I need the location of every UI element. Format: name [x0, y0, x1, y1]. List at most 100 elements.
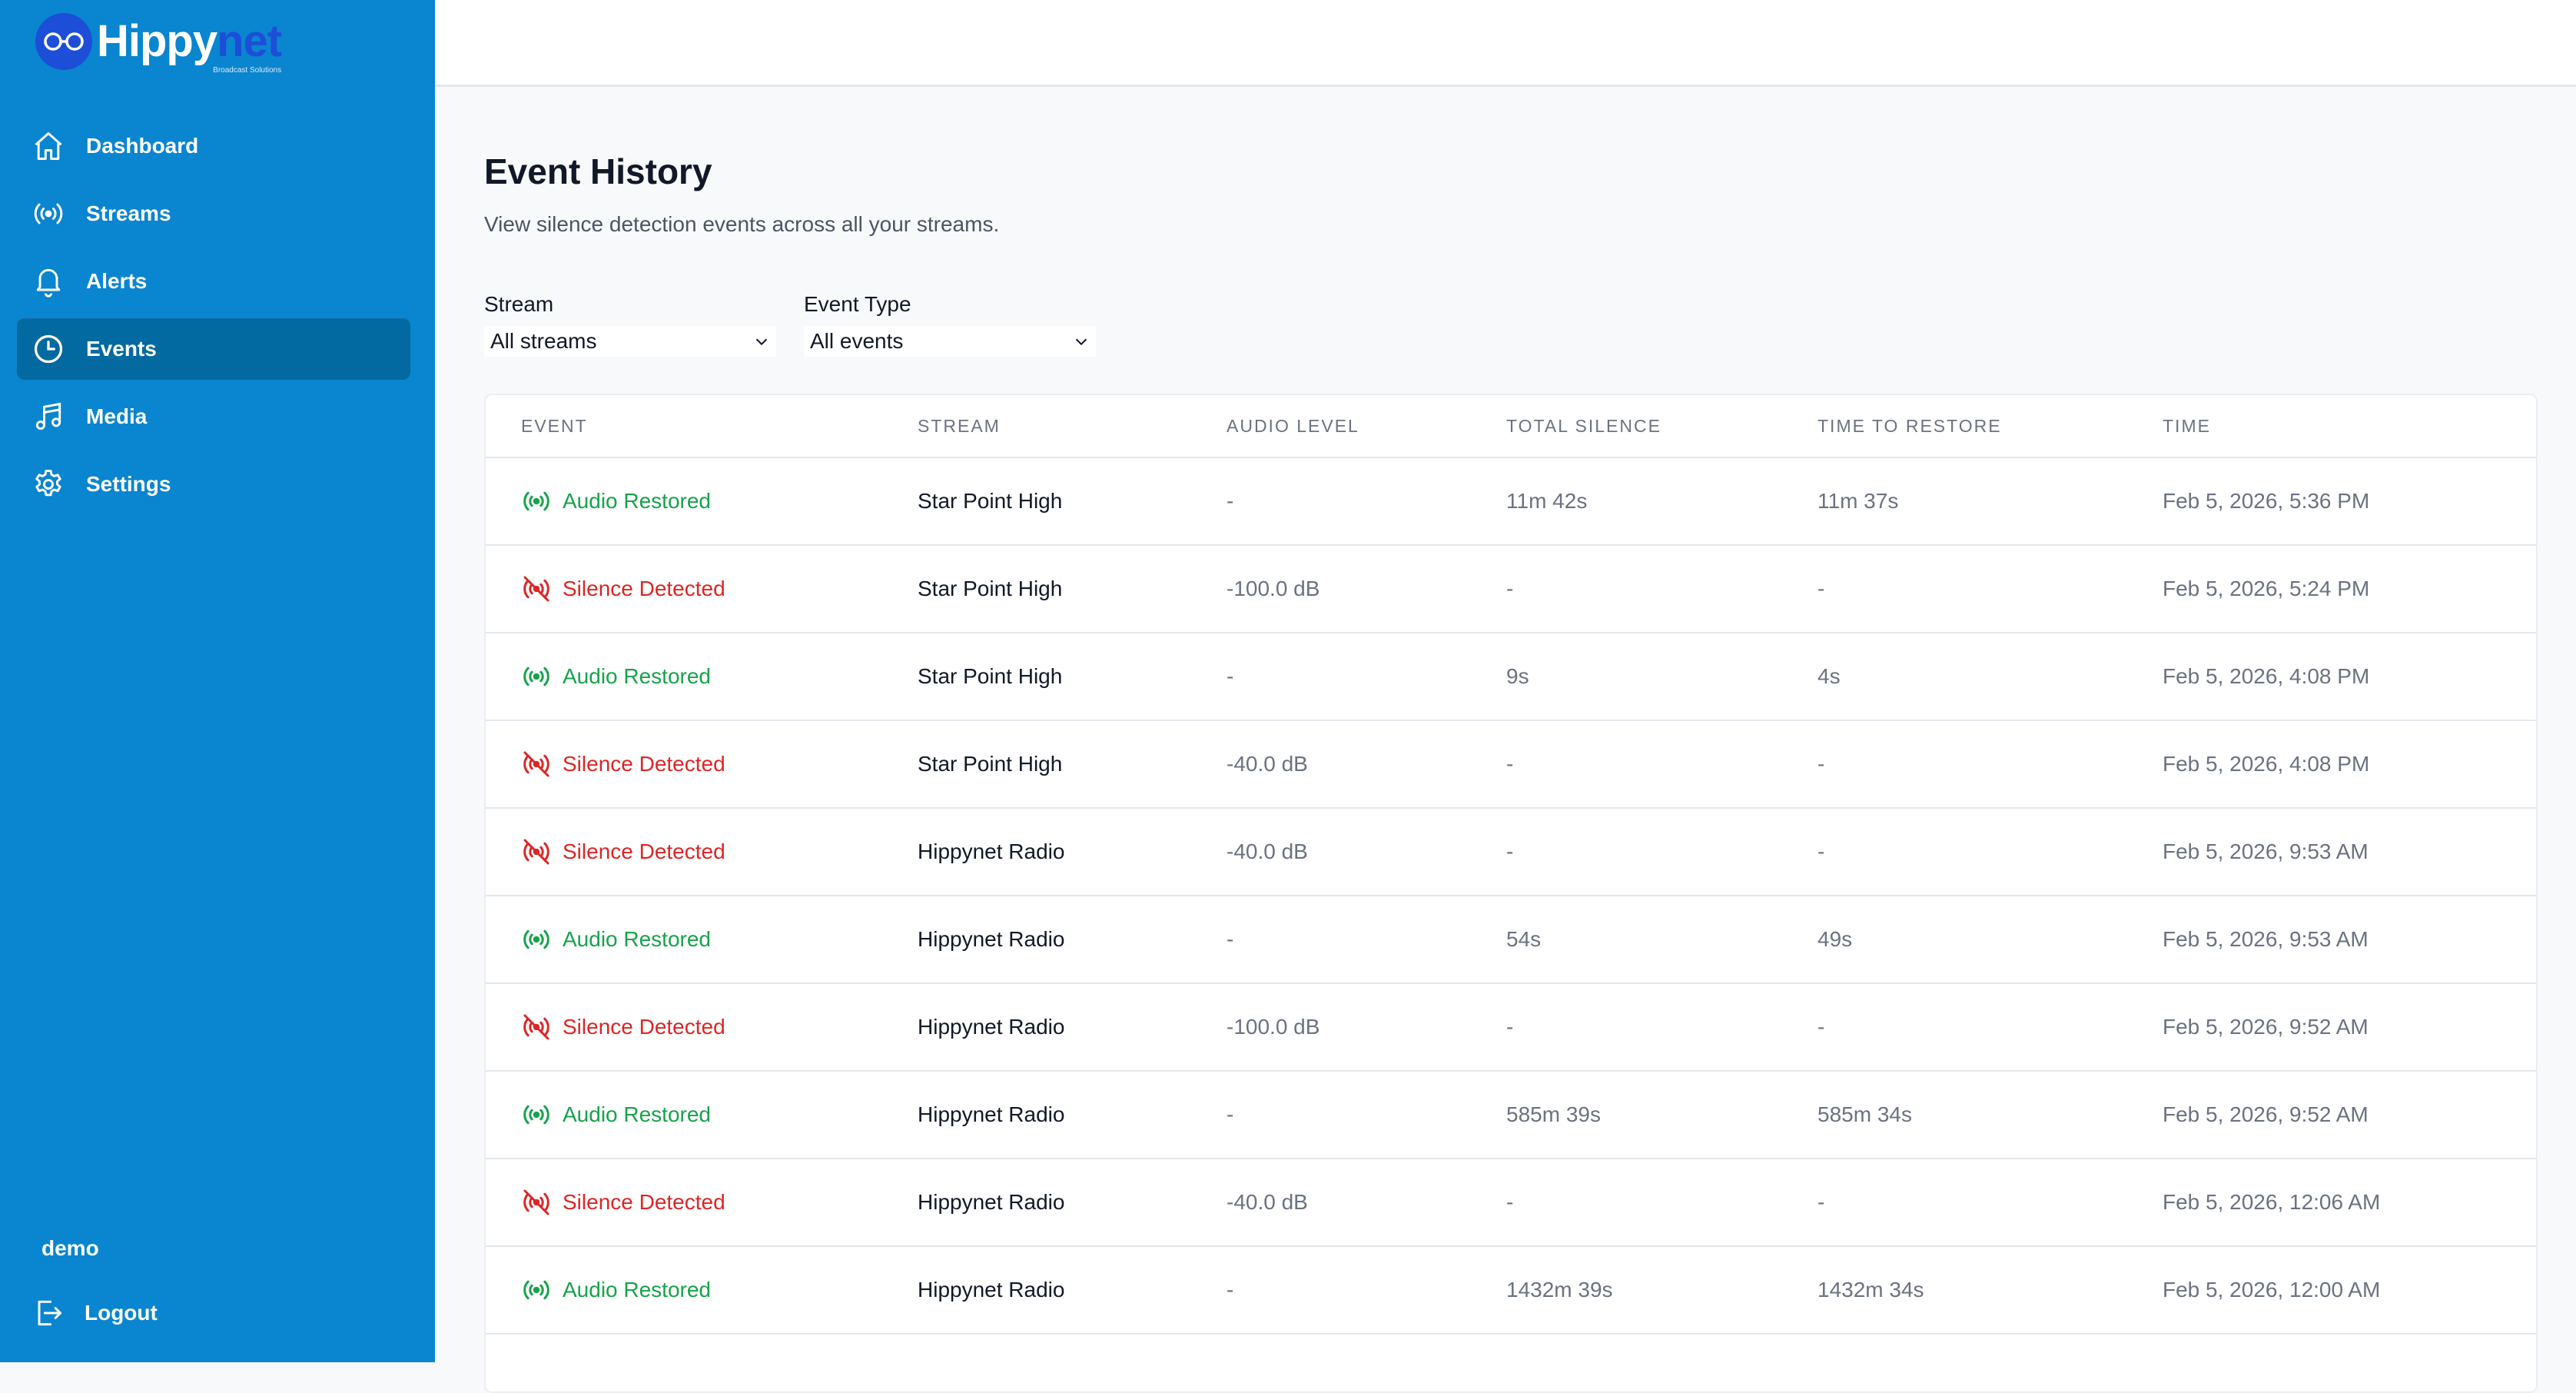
audio-level-cell: - [1227, 1102, 1234, 1126]
sidebar-item-label: Media [86, 404, 148, 428]
event-type-filter: Event Type All events [804, 292, 1096, 357]
signal-off-icon [521, 573, 552, 604]
event-type-select[interactable]: All events [804, 326, 1096, 357]
sidebar-item-streams[interactable]: Streams [17, 183, 410, 244]
top-bar [435, 0, 2576, 87]
sidebar-item-label: Streams [86, 201, 171, 225]
event-type-filter-label: Event Type [804, 292, 911, 316]
time-to-restore-cell: - [1817, 839, 1825, 863]
stream-cell: Hippynet Radio [918, 839, 1065, 863]
sidebar-item-settings[interactable]: Settings [17, 454, 410, 515]
signal-icon [521, 1275, 552, 1305]
table-row: Audio Restored Hippynet Radio - 585m 39s 585… [486, 1072, 2536, 1159]
brand-tagline: Broadcast Solutions [213, 66, 282, 75]
chevron-down-icon [755, 338, 768, 346]
page-title: Event History [484, 151, 712, 191]
signal-icon [521, 661, 552, 692]
sidebar-item-events[interactable]: Events [17, 318, 410, 380]
event-label: Silence Detected [563, 752, 725, 776]
stream-select-value: All streams [490, 329, 597, 353]
table-row: Audio Restored Hippynet Radio - 1432m 39s 14… [486, 1247, 2536, 1335]
time-cell: Feb 5, 2026, 9:52 AM [2163, 1102, 2369, 1126]
time-to-restore-cell: - [1817, 752, 1825, 776]
event-cell: Silence Detected [521, 721, 725, 807]
event-label: Silence Detected [563, 1015, 725, 1039]
time-to-restore-cell: 11m 37s [1817, 489, 1899, 513]
column-header-event: EVENT [521, 416, 588, 436]
time-cell: Feb 5, 2026, 5:36 PM [2163, 489, 2370, 513]
time-to-restore-cell: 585m 34s [1817, 1102, 1912, 1126]
glasses-icon [35, 13, 92, 70]
event-cell: Audio Restored [521, 633, 711, 720]
sidebar-item-alerts[interactable]: Alerts [17, 251, 410, 312]
event-label: Silence Detected [563, 577, 725, 600]
event-label: Audio Restored [563, 664, 712, 688]
time-to-restore-cell: - [1817, 1015, 1825, 1039]
brand-logo[interactable]: Hippynet Broadcast Solutions [35, 11, 282, 75]
logout-button[interactable]: Logout [31, 1296, 158, 1330]
music-note-icon [31, 399, 66, 434]
event-label: Audio Restored [563, 489, 712, 513]
table-row: Silence Detected Star Point High -100.0 dB… [486, 546, 2536, 633]
time-to-restore-cell: 1432m 34s [1817, 1278, 1924, 1302]
sidebar-item-label: Settings [86, 472, 171, 496]
stream-select[interactable]: All streams [484, 326, 776, 357]
stream-cell: Star Point High [918, 752, 1063, 776]
chevron-down-icon [1075, 338, 1087, 346]
table-row: Silence Detected Hippynet Radio -40.0 dB - -… [486, 1159, 2536, 1247]
sidebar-item-label: Alerts [86, 269, 148, 293]
home-icon [31, 128, 66, 164]
signal-off-icon [521, 1187, 552, 1218]
table-row: Audio Restored Hippynet Radio - 54s 49s Feb 5… [486, 896, 2536, 984]
gear-icon [31, 467, 66, 502]
sidebar-item-media[interactable]: Media [17, 386, 410, 447]
sidebar-nav: Dashboard Streams Alerts Events Media [17, 115, 410, 521]
event-label: Silence Detected [563, 839, 725, 863]
audio-level-cell: - [1227, 489, 1234, 513]
time-cell: Feb 5, 2026, 9:53 AM [2163, 839, 2369, 863]
event-cell: Audio Restored [521, 458, 711, 544]
total-silence-cell: - [1506, 1015, 1514, 1039]
signal-off-icon [521, 1012, 552, 1042]
event-label: Audio Restored [563, 1102, 712, 1126]
column-header-time: TIME [2163, 416, 2211, 436]
time-cell: Feb 5, 2026, 4:08 PM [2163, 664, 2370, 688]
sidebar-item-dashboard[interactable]: Dashboard [17, 115, 410, 177]
event-cell: Audio Restored [521, 1072, 711, 1158]
sidebar-item-label: Dashboard [86, 134, 199, 158]
time-cell: Feb 5, 2026, 12:06 AM [2163, 1190, 2381, 1214]
signal-icon [521, 924, 552, 955]
logout-icon [38, 1300, 61, 1326]
total-silence-cell: 9s [1506, 664, 1529, 688]
event-cell: Silence Detected [521, 546, 725, 632]
time-to-restore-cell: 49s [1817, 927, 1853, 951]
total-silence-cell: - [1506, 577, 1514, 600]
signal-off-icon [521, 749, 552, 780]
audio-level-cell: - [1227, 1278, 1234, 1302]
time-cell: Feb 5, 2026, 5:24 PM [2163, 577, 2370, 600]
stream-filter: Stream All streams [484, 292, 776, 357]
logout-label: Logout [85, 1301, 158, 1325]
brand-name: Hippynet Broadcast Solutions [97, 16, 282, 75]
event-cell: Silence Detected [521, 809, 725, 895]
stream-cell: Hippynet Radio [918, 1190, 1065, 1214]
page-subtitle: View silence detection events across all… [484, 212, 1000, 236]
table-row: Silence Detected Hippynet Radio -40.0 dB - -… [486, 809, 2536, 896]
total-silence-cell: 1432m 39s [1506, 1278, 1613, 1302]
stream-cell: Star Point High [918, 577, 1063, 600]
audio-level-cell: -40.0 dB [1227, 839, 1308, 863]
stream-cell: Hippynet Radio [918, 1102, 1065, 1126]
column-header-stream: STREAM [918, 416, 1001, 436]
clock-icon [31, 331, 66, 367]
table-body: Audio Restored Star Point High - 11m 42s 11m… [486, 458, 2536, 1335]
events-table: EVENT STREAM AUDIO LEVEL TOTAL SILENCE T… [484, 394, 2538, 1393]
stream-filter-label: Stream [484, 292, 554, 316]
signal-icon [521, 1099, 552, 1130]
total-silence-cell: 11m 42s [1506, 489, 1588, 513]
audio-level-cell: -100.0 dB [1227, 577, 1320, 600]
event-cell: Audio Restored [521, 896, 711, 982]
event-cell: Silence Detected [521, 1159, 725, 1245]
event-type-select-value: All events [810, 329, 904, 353]
total-silence-cell: 585m 39s [1506, 1102, 1601, 1126]
total-silence-cell: 54s [1506, 927, 1542, 951]
